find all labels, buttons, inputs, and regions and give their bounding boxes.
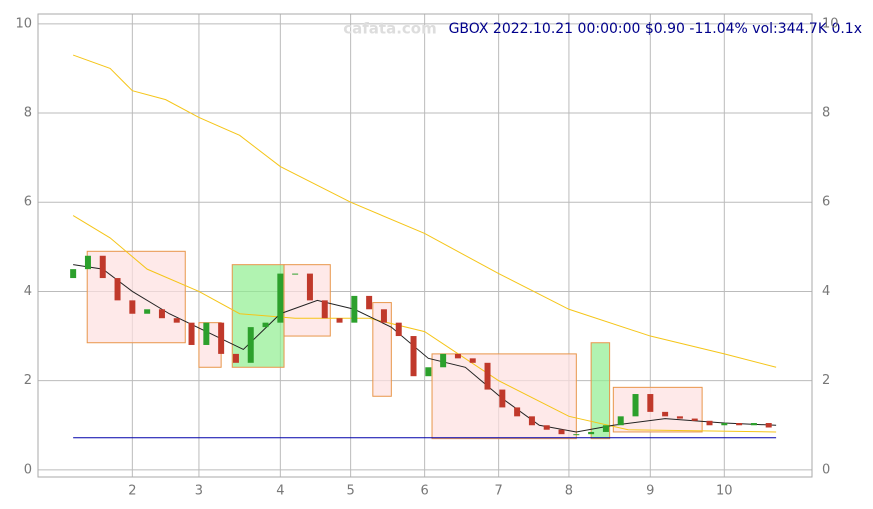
range-box: [612, 386, 703, 433]
x-tick-label: 5: [346, 484, 354, 499]
candle: [454, 353, 461, 359]
y-tick-label-right: 6: [822, 195, 830, 210]
chart-title: GBOX 2022.10.21 00:00:00 $0.90 -11.04% v…: [449, 21, 862, 37]
candle: [232, 353, 239, 363]
x-tick-label: 7: [494, 484, 502, 499]
y-tick-label: 0: [24, 462, 32, 477]
x-tick-label: 8: [565, 484, 573, 499]
candle: [114, 278, 121, 301]
candle: [765, 423, 772, 428]
candle: [573, 434, 580, 436]
candle: [632, 394, 639, 417]
range-box: [231, 264, 285, 368]
candle: [84, 255, 91, 270]
candle: [543, 425, 550, 430]
candle: [158, 309, 165, 319]
candle: [721, 423, 728, 426]
candle: [588, 431, 595, 435]
candle: [277, 273, 284, 323]
candle: [218, 322, 225, 354]
moving-average: [73, 264, 777, 433]
y-tick-label: 10: [15, 16, 32, 31]
x-tick-label: 4: [276, 484, 284, 499]
candle: [602, 425, 609, 432]
candle: [736, 423, 743, 426]
candle: [292, 273, 299, 275]
x-tick-label: 3: [195, 484, 203, 499]
y-tick-label-right: 8: [822, 106, 830, 121]
candle: [410, 336, 417, 377]
candle: [528, 416, 535, 426]
candle: [691, 418, 698, 421]
y-tick-label: 6: [24, 195, 32, 210]
plot-frame: [37, 13, 813, 478]
x-tick-label: 9: [646, 484, 654, 499]
candle: [484, 362, 491, 390]
candle: [144, 309, 151, 314]
range-box: [590, 342, 611, 440]
moving-average: [72, 215, 777, 433]
y-tick-label-right: 10: [822, 16, 839, 31]
candle: [188, 322, 195, 345]
y-tick-label-right: 2: [822, 373, 830, 388]
candle: [662, 411, 669, 417]
x-tick-label: 10: [716, 484, 733, 499]
candle: [366, 295, 373, 310]
candle: [750, 423, 757, 426]
candle: [558, 429, 565, 435]
candle: [514, 407, 521, 417]
candle: [647, 394, 654, 412]
candle: [203, 322, 210, 345]
y-tick-label: 2: [24, 373, 32, 388]
y-tick-label: 4: [24, 284, 32, 299]
candle: [129, 300, 136, 314]
candle: [617, 416, 624, 426]
moving-average: [72, 54, 777, 368]
candle: [306, 273, 313, 301]
candle: [336, 318, 343, 323]
candle: [706, 420, 713, 426]
candle: [262, 322, 269, 328]
candle: [469, 358, 476, 363]
candle: [380, 309, 387, 323]
candle: [173, 318, 180, 323]
candle: [351, 295, 358, 323]
candle: [99, 255, 106, 279]
candle: [395, 322, 402, 337]
candle: [440, 353, 447, 368]
candle: [499, 389, 506, 408]
candle: [321, 300, 328, 319]
candle: [676, 416, 683, 419]
watermark: cafata.com: [343, 20, 436, 38]
candle: [247, 327, 254, 363]
y-tick-label-right: 0: [822, 462, 830, 477]
candle: [70, 269, 77, 279]
x-tick-label: 2: [128, 484, 136, 499]
range-box: [372, 302, 392, 397]
y-tick-label-right: 4: [822, 284, 830, 299]
y-tick-label: 8: [24, 106, 32, 121]
candle: [425, 367, 432, 377]
x-tick-label: 6: [420, 484, 428, 499]
